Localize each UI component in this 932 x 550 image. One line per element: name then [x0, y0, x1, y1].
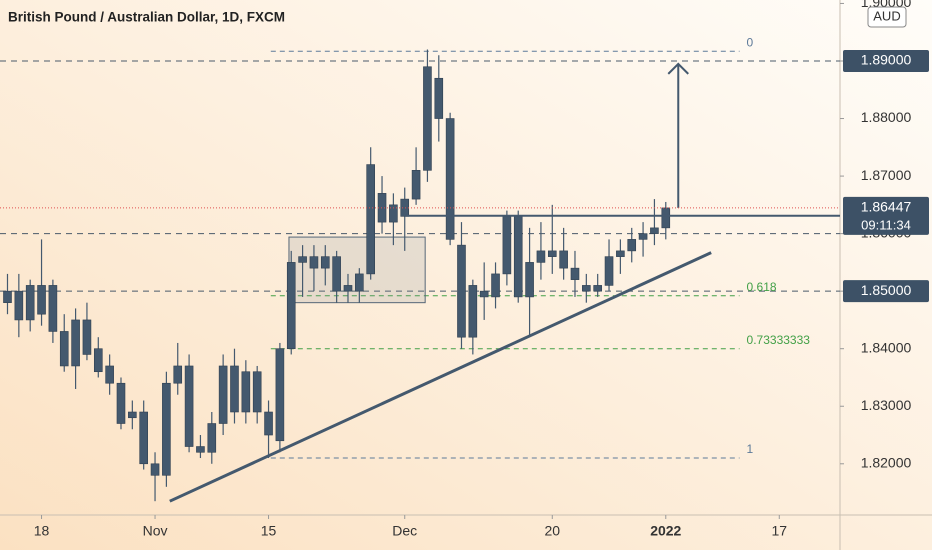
candle-body — [275, 348, 285, 442]
candle-body — [320, 256, 330, 269]
candle-body — [116, 382, 126, 424]
countdown-label: 09:11:34 — [861, 217, 911, 232]
y-tick-label: 1.90000 — [861, 0, 912, 10]
candle-body — [411, 170, 421, 200]
candle-body — [536, 250, 546, 263]
fib-label: 0.618 — [747, 280, 777, 294]
x-tick-label: 20 — [544, 523, 560, 539]
candle-body — [468, 285, 478, 338]
candle-body — [105, 365, 114, 384]
x-tick-label: 18 — [34, 523, 50, 539]
candle-body — [298, 256, 307, 263]
candle-body — [513, 216, 523, 298]
candle-body — [434, 77, 444, 119]
x-tick-label: 17 — [771, 523, 787, 539]
x-tick-label: 15 — [261, 523, 277, 539]
currency-label: AUD — [873, 8, 900, 23]
candle-body — [491, 273, 500, 298]
candle-body — [252, 371, 262, 413]
candle-body — [264, 411, 273, 436]
chart-title: British Pound / Australian Dollar, 1D, F… — [8, 10, 285, 25]
candle-body — [286, 262, 296, 350]
y-tick-label: 1.87000 — [861, 167, 912, 183]
price-marker-label: 1.89000 — [861, 52, 912, 68]
candle-body — [48, 285, 58, 332]
candle-body — [241, 371, 251, 413]
candle-body — [604, 256, 614, 286]
candle-body — [389, 204, 398, 223]
candle-body — [525, 262, 534, 298]
candle-body — [627, 239, 637, 252]
candle-body — [309, 256, 319, 269]
candle-body — [366, 164, 375, 275]
price-marker — [843, 280, 929, 303]
candle-body — [400, 198, 410, 217]
y-tick-label: 1.88000 — [861, 109, 912, 125]
candle-body — [332, 256, 341, 292]
currency-box — [867, 6, 907, 28]
range-box — [288, 236, 426, 304]
candle-body — [547, 250, 557, 257]
candle-body — [230, 365, 239, 413]
fib-label: 0.73333333 — [747, 333, 811, 347]
candle-body — [457, 244, 466, 338]
y-tick-label: 1.83000 — [861, 397, 912, 413]
candle-body — [82, 319, 92, 355]
candle-body — [479, 290, 489, 298]
fib-label: 1 — [747, 442, 754, 456]
candle-body — [71, 319, 80, 367]
target-arrow — [667, 62, 689, 208]
candle-body — [355, 273, 364, 292]
candle-body — [661, 207, 671, 229]
candle-body — [139, 411, 148, 465]
candle-body — [14, 290, 24, 321]
candle-body — [650, 227, 659, 234]
candle-body — [423, 66, 432, 171]
candle-body — [502, 216, 512, 275]
candle-body — [218, 365, 228, 424]
candle-body — [570, 267, 580, 280]
price-marker-label: 1.85000 — [861, 282, 912, 298]
candle-body — [173, 365, 183, 384]
candle-body — [25, 285, 35, 321]
fib-label: 0 — [747, 35, 754, 49]
candle-body — [93, 348, 103, 373]
x-tick-label: Dec — [392, 523, 417, 539]
candle-body — [3, 290, 12, 303]
candle-body — [638, 233, 648, 240]
trendline — [169, 251, 712, 503]
candle-body — [150, 463, 160, 476]
candle-body — [128, 411, 137, 419]
candle-body — [196, 446, 205, 453]
candle-body — [37, 285, 46, 315]
candle-body — [162, 382, 171, 476]
candle-body — [582, 285, 591, 292]
candle-body — [343, 285, 353, 292]
candle-body — [59, 331, 69, 367]
candle-body — [593, 285, 602, 292]
price-marker-label: 1.86447 — [861, 199, 912, 215]
x-tick-label: Nov — [143, 523, 168, 539]
y-tick-label: 1.82000 — [861, 454, 912, 470]
x-tick-label: 2022 — [650, 523, 681, 539]
candle-body — [207, 423, 217, 453]
price-marker — [843, 196, 929, 235]
candle-body — [445, 118, 455, 240]
candle-body — [616, 250, 625, 257]
y-tick-label: 1.84000 — [861, 339, 912, 355]
price-marker — [843, 49, 929, 72]
candle-body — [184, 365, 194, 447]
candle-body — [559, 250, 568, 269]
